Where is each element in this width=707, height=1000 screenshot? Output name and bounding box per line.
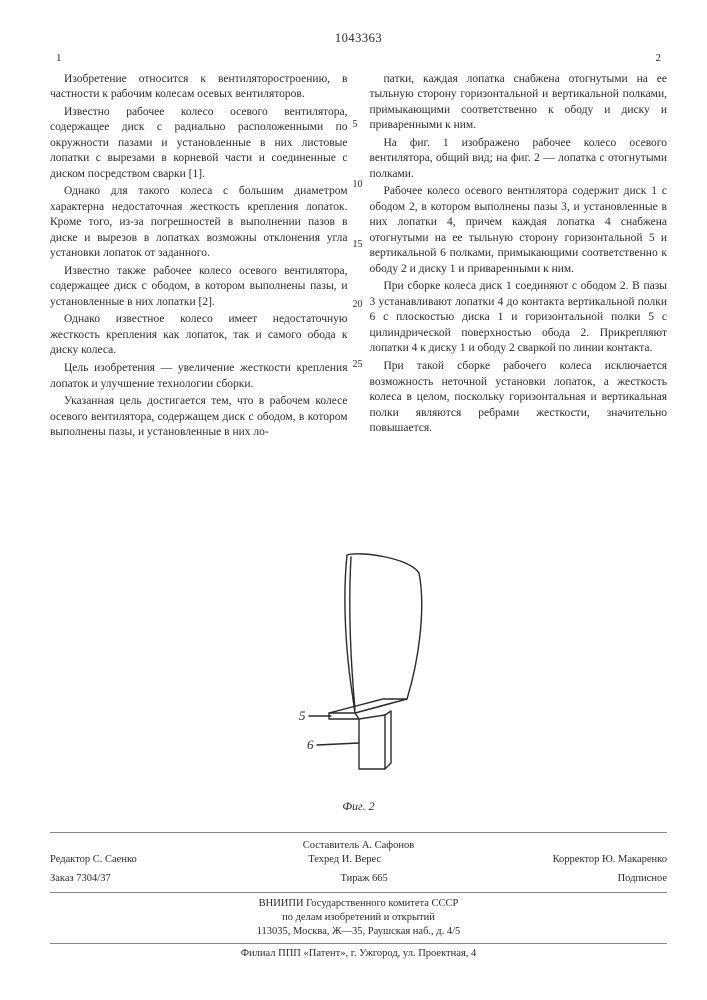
left-column: Изобретение относится к вентиляторострое… [50, 72, 348, 443]
paragraph: Однако для такого колеса с большим диаме… [50, 184, 348, 262]
paragraph: Изобретение относится к вентиляторострое… [50, 72, 348, 103]
line-num: 10 [353, 178, 363, 192]
paragraph: Однако известное колесо имеет недостаточ… [50, 312, 348, 359]
line-num: 15 [353, 238, 363, 252]
paragraph: При сборке колеса диск 1 соединяют с обо… [370, 279, 668, 357]
paragraph: патки, каждая лопатка снабжена отогнутым… [370, 72, 668, 134]
org-line: ВНИИПИ Государственного комитета СССР [50, 897, 667, 911]
page: 1043363 1 2 5 10 15 20 25 Изобретение от… [0, 0, 707, 1000]
blade-diagram: 5 6 [259, 543, 459, 793]
col-marker-left: 1 [56, 51, 62, 66]
text-columns: 5 10 15 20 25 Изобретение относится к ве… [50, 72, 667, 443]
org-block: ВНИИПИ Государственного комитета СССР по… [50, 892, 667, 940]
figure-2: 5 6 Фиг. 2 [50, 543, 667, 815]
column-markers: 1 2 [50, 51, 667, 66]
paragraph: Известно рабочее колесо осевого вентилят… [50, 105, 348, 183]
label-5: 5 [299, 708, 306, 723]
corrector: Корректор Ю. Макаренко [553, 853, 667, 867]
paragraph: На фиг. 1 изображено рабочее колесо осев… [370, 136, 668, 183]
col-marker-right: 2 [656, 51, 662, 66]
filial-line: Филиал ППП «Патент», г. Ужгород, ул. Про… [50, 943, 667, 961]
subscription: Подписное [618, 872, 667, 886]
order: Заказ 7304/37 [50, 872, 111, 886]
techred: Техред И. Верес [308, 853, 381, 867]
tirazh: Тираж 665 [340, 872, 387, 886]
line-num: 5 [353, 118, 358, 132]
line-num: 20 [353, 298, 363, 312]
line-num: 25 [353, 358, 363, 372]
paragraph: Указанная цель достигается тем, что в ра… [50, 394, 348, 441]
org-address: 113035, Москва, Ж—35, Раушская наб., д. … [50, 925, 667, 939]
paragraph: Известно также рабочее колесо осевого ве… [50, 264, 348, 311]
editor: Редактор С. Саенко [50, 853, 137, 867]
right-column: патки, каждая лопатка снабжена отогнутым… [370, 72, 668, 443]
label-6: 6 [307, 737, 314, 752]
doc-number: 1043363 [50, 30, 667, 47]
org-line: по делам изобретений и открытий [50, 911, 667, 925]
paragraph: Цель изобретения — увеличение жесткости … [50, 361, 348, 392]
paragraph: Рабочее колесо осевого вентилятора содер… [370, 184, 668, 277]
compiler: Составитель А. Сафонов [50, 839, 667, 853]
credits-block: Составитель А. Сафонов Редактор С. Саенк… [50, 832, 667, 961]
paragraph: При такой сборке рабочего колеса исключа… [370, 359, 668, 437]
figure-caption: Фиг. 2 [50, 798, 667, 814]
